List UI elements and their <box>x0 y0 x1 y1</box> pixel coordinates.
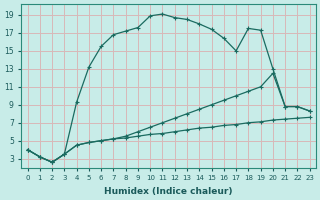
X-axis label: Humidex (Indice chaleur): Humidex (Indice chaleur) <box>104 187 233 196</box>
